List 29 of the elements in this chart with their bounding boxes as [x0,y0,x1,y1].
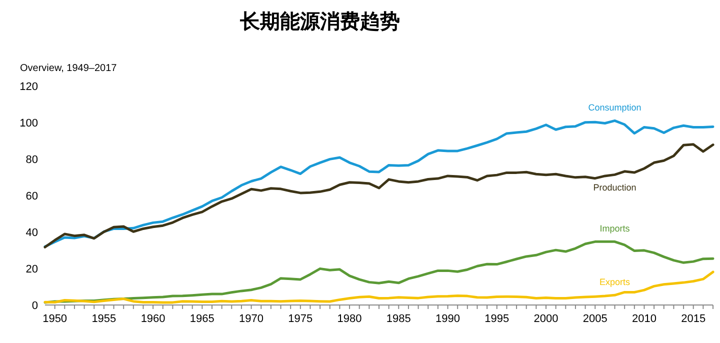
line-series [44,119,714,248]
x-tick-label: 2005 [582,313,608,325]
x-tick-label: 1955 [92,313,116,325]
y-tick-label: 120 [20,80,38,93]
x-tick-label: 1995 [484,313,510,325]
x-tick-label: 1960 [140,313,166,325]
series-label: Production [593,182,636,193]
x-tick-label: 1980 [337,313,362,325]
x-tick-label: 1975 [288,313,313,325]
x-tick-label: 2015 [681,313,706,325]
series-label: Exports [600,277,631,288]
x-tick-label: 1950 [42,313,68,325]
y-tick-label: 0 [32,300,38,312]
x-tick-label: 1965 [190,313,214,325]
x-tick-label: 2010 [632,313,656,325]
x-tick-label: 1985 [386,313,411,325]
y-tick-label: 80 [26,154,38,166]
y-tick-label: 20 [26,263,38,276]
y-tick-label: 60 [26,190,38,202]
chart-subtitle: Overview, 1949–2017 [20,63,118,74]
line-series [44,143,714,248]
x-tick-label: 1970 [239,313,264,325]
chart-title: 长期能源消费趋势 [239,10,400,33]
x-tick-label: 2000 [534,313,558,325]
x-tick-label: 1990 [436,313,460,325]
series-label: Imports [600,224,630,234]
series-label: Consumption [588,102,642,113]
y-tick-label: 100 [20,117,38,130]
y-tick-label: 40 [26,226,38,239]
